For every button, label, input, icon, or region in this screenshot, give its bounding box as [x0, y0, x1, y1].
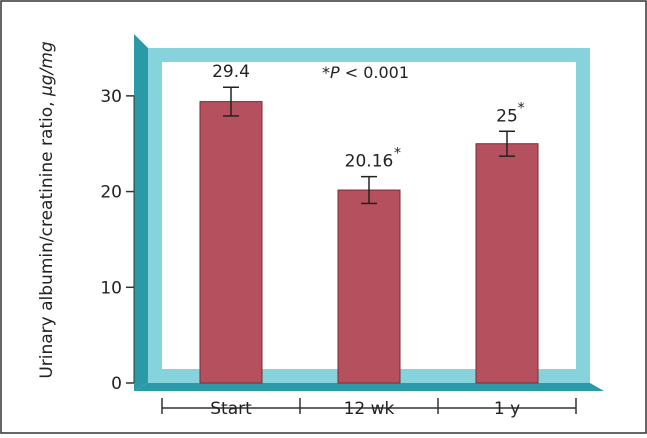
bars-group: 29.420.16 *25 *: [199, 62, 539, 384]
data-label: 25: [496, 106, 518, 126]
data-label: 29.4: [212, 62, 250, 82]
y-axis-label: Urinary albumin/creatinine ratio, μg/mg: [37, 41, 57, 379]
significance-star: *: [394, 146, 401, 162]
significance-annotation: *P < 0.001: [322, 63, 409, 82]
bar: [337, 189, 401, 384]
y-tick-label: 10: [100, 278, 122, 298]
data-label: 20.16: [345, 152, 394, 172]
x-tick-label: 1 y: [494, 399, 520, 419]
x-axis: Start 12 wk 1 y: [161, 398, 577, 419]
y-tick-label: 20: [100, 183, 122, 203]
bar: [475, 143, 539, 384]
y-tick-label: 0: [111, 374, 122, 394]
frame-floor: [134, 383, 604, 391]
y-axis: 0 10 20 30: [100, 87, 135, 394]
frame-left-wall: [134, 34, 148, 391]
x-tick-label: 12 wk: [344, 399, 395, 419]
significance-star: *: [518, 100, 525, 116]
bar: [199, 101, 263, 384]
x-tick-label: Start: [210, 399, 252, 419]
y-tick-label: 30: [100, 87, 122, 107]
